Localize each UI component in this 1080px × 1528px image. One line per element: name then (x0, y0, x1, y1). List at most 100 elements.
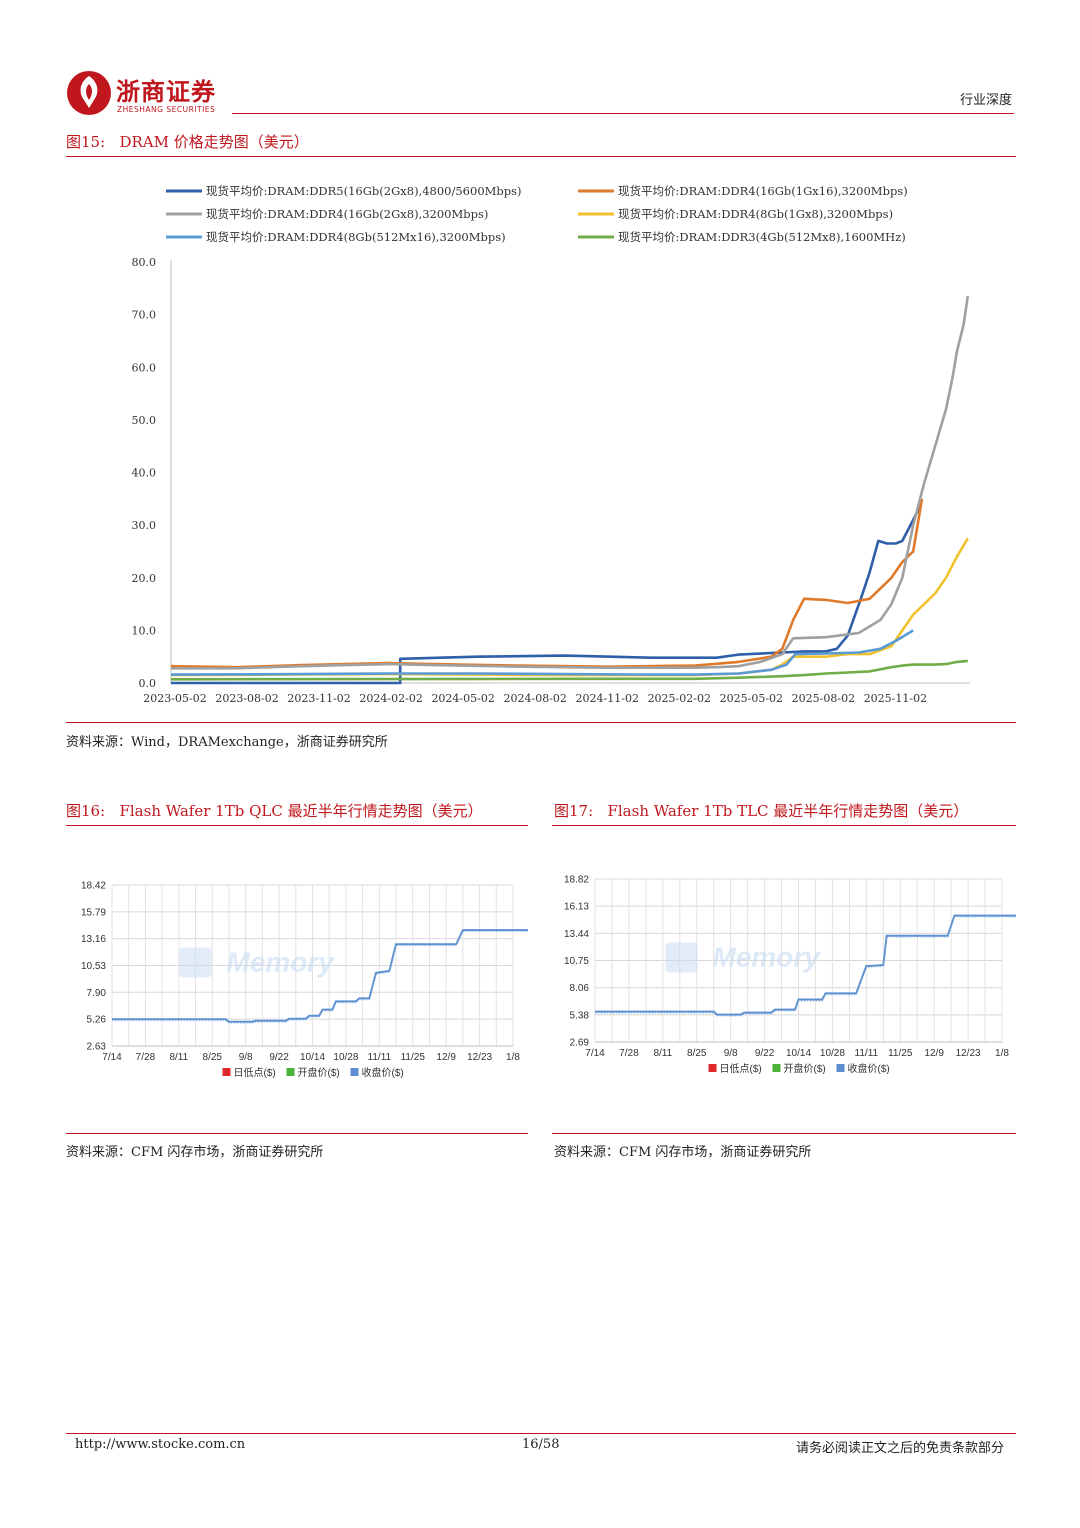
tlc-chart: 2.69 5.38 8.06 10.75 13.44 16.13 18.82 7/14 7/28… (564, 875, 1016, 1075)
qlc-x-tick: 8/11 (169, 1052, 188, 1063)
footer-rule (66, 1433, 1016, 1434)
tlc-legend-swatch (772, 1064, 781, 1072)
qlc-y-tick: 2.63 (87, 1042, 107, 1053)
dram-x-tick: 2023-05-02 (143, 692, 206, 705)
fig15-title: 图15: DRAM 价格走势图（美元） (66, 131, 309, 152)
tlc-x-tick: 7/14 (585, 1048, 605, 1059)
fig16-source: 资料来源：CFM 闪存市场，浙商证券研究所 (66, 1145, 324, 1160)
tlc-lines (595, 914, 1016, 1017)
dram-x-tick: 2023-11-02 (287, 692, 350, 705)
qlc-x-tick: 7/14 (102, 1052, 122, 1063)
fig17-label: 图17: (554, 802, 594, 820)
fig17-bottom-rule (552, 1133, 1016, 1134)
dram-y-tick: 60.0 (132, 361, 157, 374)
company-name: 浙商证券 (116, 78, 216, 106)
qlc-chart: 2.63 5.26 7.90 10.53 13.16 15.79 18.42 7/14 7/28… (81, 881, 528, 1079)
logo-mark-icon (67, 71, 111, 115)
dram-x-tick: 2024-05-02 (431, 692, 494, 705)
qlc-x-tick: 9/22 (269, 1052, 289, 1063)
dram-lines (170, 296, 970, 685)
tlc-legend-label: 日低点($) (720, 1062, 762, 1075)
qlc-legend-label: 日低点($) (234, 1066, 276, 1079)
dram-y-tick: 50.0 (132, 414, 157, 427)
qlc-watermark-logo-icon (179, 947, 212, 978)
tlc-y-tick: 2.69 (570, 1038, 590, 1049)
dram-y-tick: 20.0 (132, 572, 157, 585)
tlc-x-tick: 10/28 (820, 1048, 845, 1059)
logo (66, 70, 112, 116)
dram-y-tick: 80.0 (132, 256, 157, 269)
dram-series-line (171, 296, 970, 670)
qlc-legend-swatch (350, 1068, 359, 1076)
fig17-title-text: Flash Wafer 1Tb TLC 最近半年行情走势图（美元） (607, 802, 969, 820)
tlc-y-tick: 10.75 (564, 956, 589, 967)
dram-y-tick: 70.0 (132, 309, 157, 322)
dram-y-tick: 30.0 (132, 519, 157, 532)
footer-page-number: 16/58 (522, 1437, 560, 1452)
qlc-x-tick: 7/28 (136, 1052, 156, 1063)
qlc-watermark-text: Memory (227, 947, 336, 978)
tlc-x-tick: 11/25 (888, 1048, 913, 1059)
tlc-y-tick: 8.06 (570, 983, 590, 994)
qlc-x-tick: 9/8 (239, 1052, 253, 1063)
tlc-y-tick: 16.13 (564, 902, 589, 913)
dram-x-tick: 2024-02-02 (359, 692, 422, 705)
qlc-x-tick: 1/8 (506, 1052, 520, 1063)
qlc-x-tick: 11/25 (401, 1052, 426, 1063)
dram-series-line (171, 506, 921, 685)
tlc-x-tick: 8/25 (687, 1048, 707, 1059)
dram-legend-label: 现货平均价:DRAM:DDR4(8Gb(1Gx8),3200Mbps) (618, 207, 893, 221)
dram-x-tick: 2025-08-02 (792, 692, 855, 705)
dram-price-chart: 现货平均价:DRAM:DDR5(16Gb(2Gx8),4800/5600Mbps… (132, 184, 970, 705)
dram-x-tick: 2024-11-02 (576, 692, 639, 705)
dram-x-tick: 2025-05-02 (720, 692, 783, 705)
tlc-watermark-logo-icon (665, 942, 698, 973)
qlc-legend-swatch (222, 1068, 231, 1076)
dram-x-tick: 2025-02-02 (648, 692, 711, 705)
tlc-legend-label: 收盘价($) (848, 1062, 890, 1075)
qlc-close-line (112, 929, 528, 1023)
fig15-title-text: DRAM 价格走势图（美元） (119, 133, 309, 151)
fig15-source: 资料来源：Wind，DRAMexchange，浙商证券研究所 (66, 735, 388, 750)
dram-legend-label: 现货平均价:DRAM:DDR4(16Gb(2Gx8),3200Mbps) (206, 207, 488, 221)
qlc-watermark: Memory (179, 947, 336, 978)
dram-legend-label: 现货平均价:DRAM:DDR4(16Gb(1Gx16),3200Mbps) (618, 184, 908, 198)
qlc-legend-label: 开盘价($) (298, 1066, 340, 1079)
tlc-legend-swatch (708, 1064, 717, 1072)
fig16-title-rule (66, 825, 528, 826)
fig15-label: 图15: (66, 133, 106, 151)
qlc-x-tick: 10/28 (333, 1052, 358, 1063)
tlc-x-tick: 10/14 (786, 1048, 811, 1059)
doc-type: 行业深度 (959, 93, 1012, 108)
fig16-label: 图16: (66, 802, 106, 820)
qlc-y-tick: 13.16 (81, 934, 106, 945)
company-subtitle: ZHESHANG SECURITIES (117, 105, 216, 114)
tlc-legend-label: 开盘价($) (784, 1062, 826, 1075)
qlc-legend: 日低点($) 开盘价($) 收盘价($) (222, 1066, 404, 1079)
tlc-y-tick: 13.44 (564, 929, 589, 940)
fig17-title-rule (552, 825, 1016, 826)
dram-series-line (170, 659, 968, 681)
qlc-x-tick: 8/25 (203, 1052, 223, 1063)
tlc-watermark-text: Memory (713, 942, 822, 973)
tlc-legend-swatch (836, 1064, 845, 1072)
tlc-x-tick: 1/8 (995, 1048, 1009, 1059)
dram-series-line (170, 498, 924, 669)
tlc-x-tick: 9/22 (755, 1048, 775, 1059)
tlc-watermark: Memory (665, 942, 822, 973)
fig15-title-rule (66, 156, 1016, 157)
qlc-x-tick: 11/11 (368, 1052, 392, 1063)
footer-url[interactable]: http://www.stocke.com.cn (75, 1437, 246, 1452)
dram-legend-label: 现货平均价:DRAM:DDR3(4Gb(512Mx8),1600MHz) (618, 230, 906, 244)
tlc-x-tick: 9/8 (724, 1048, 738, 1059)
tlc-x-tick: 11/11 (855, 1048, 879, 1059)
qlc-y-tick: 7.90 (87, 988, 107, 999)
dram-legend-label: 现货平均价:DRAM:DDR4(8Gb(512Mx16),3200Mbps) (206, 230, 506, 244)
qlc-x-tick: 10/14 (300, 1052, 325, 1063)
dram-axes: 0.0 10.0 20.0 30.0 40.0 50.0 60.0 70.0 80.0 2023-… (132, 256, 970, 705)
fig16-title-text: Flash Wafer 1Tb QLC 最近半年行情走势图（美元） (119, 802, 483, 820)
qlc-y-tick: 10.53 (81, 961, 106, 972)
dram-legend-label: 现货平均价:DRAM:DDR5(16Gb(2Gx8),4800/5600Mbps… (206, 184, 522, 198)
header-rule (232, 113, 1014, 114)
tlc-legend: 日低点($) 开盘价($) 收盘价($) (708, 1062, 890, 1075)
